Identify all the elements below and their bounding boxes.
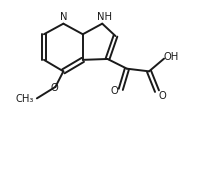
Text: O: O: [158, 91, 166, 101]
Text: N: N: [60, 12, 67, 22]
Text: CH₃: CH₃: [15, 94, 34, 104]
Text: O: O: [51, 83, 58, 93]
Text: NH: NH: [97, 12, 111, 22]
Text: OH: OH: [164, 52, 179, 62]
Text: O: O: [110, 86, 118, 96]
